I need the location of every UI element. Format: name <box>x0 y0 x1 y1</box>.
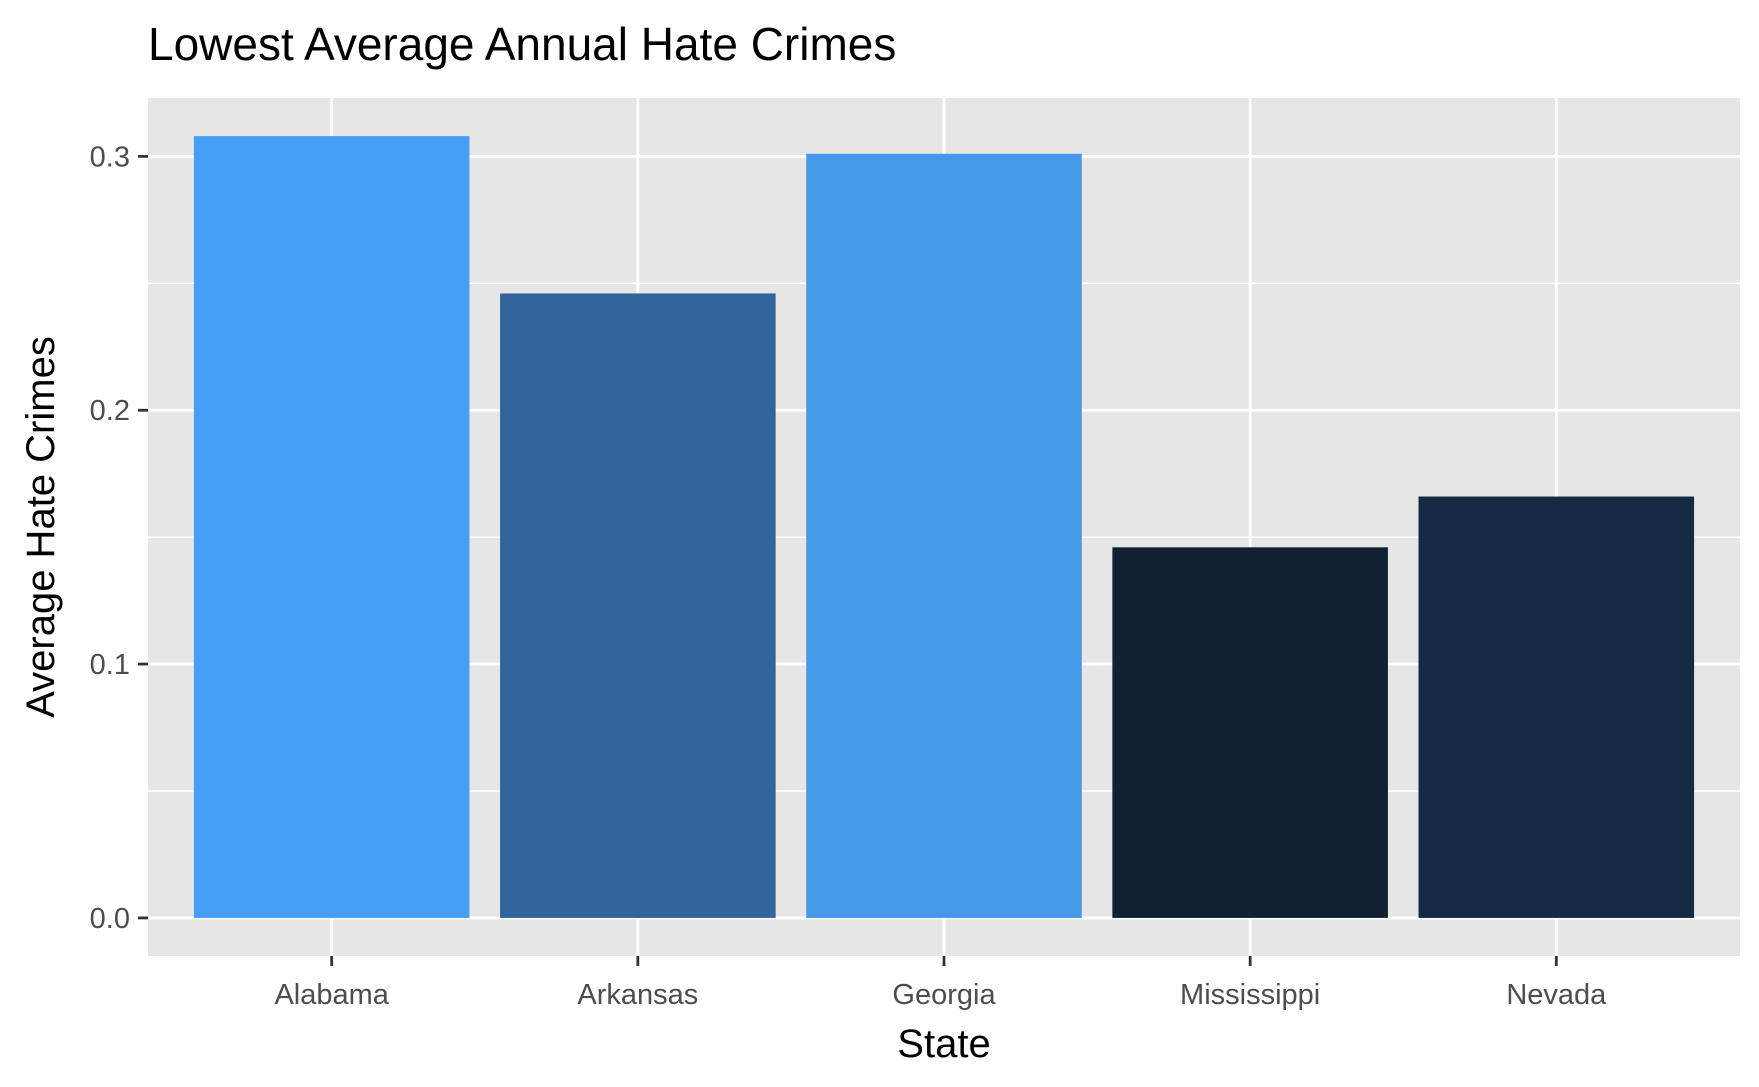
x-tick-label-nevada: Nevada <box>1506 979 1607 1011</box>
bar-georgia <box>806 153 1082 918</box>
x-tick-label-georgia: Georgia <box>892 979 996 1011</box>
y-tick-label: 0.2 <box>90 395 130 427</box>
y-tick-label: 0.0 <box>90 903 130 935</box>
x-axis-title: State <box>897 1022 990 1066</box>
bar-mississippi <box>1112 547 1388 918</box>
y-tick-label: 0.1 <box>90 649 130 681</box>
y-tick-label: 0.3 <box>90 141 130 173</box>
bar-alabama <box>193 136 470 918</box>
bars <box>193 136 1695 918</box>
x-tick-label-mississippi: Mississippi <box>1180 979 1320 1011</box>
bar-arkansas <box>500 293 776 918</box>
bar-nevada <box>1418 496 1695 918</box>
x-axis: Alabama Arkansas Georgia Mississippi Nevada <box>274 956 1607 1011</box>
x-tick-label-alabama: Alabama <box>274 979 389 1011</box>
x-tick-label-arkansas: Arkansas <box>577 979 698 1011</box>
y-axis: 0.0 0.1 0.2 0.3 <box>90 141 148 935</box>
y-axis-title: Average Hate Crimes <box>19 336 63 718</box>
chart-title: Lowest Average Annual Hate Crimes <box>148 18 896 70</box>
